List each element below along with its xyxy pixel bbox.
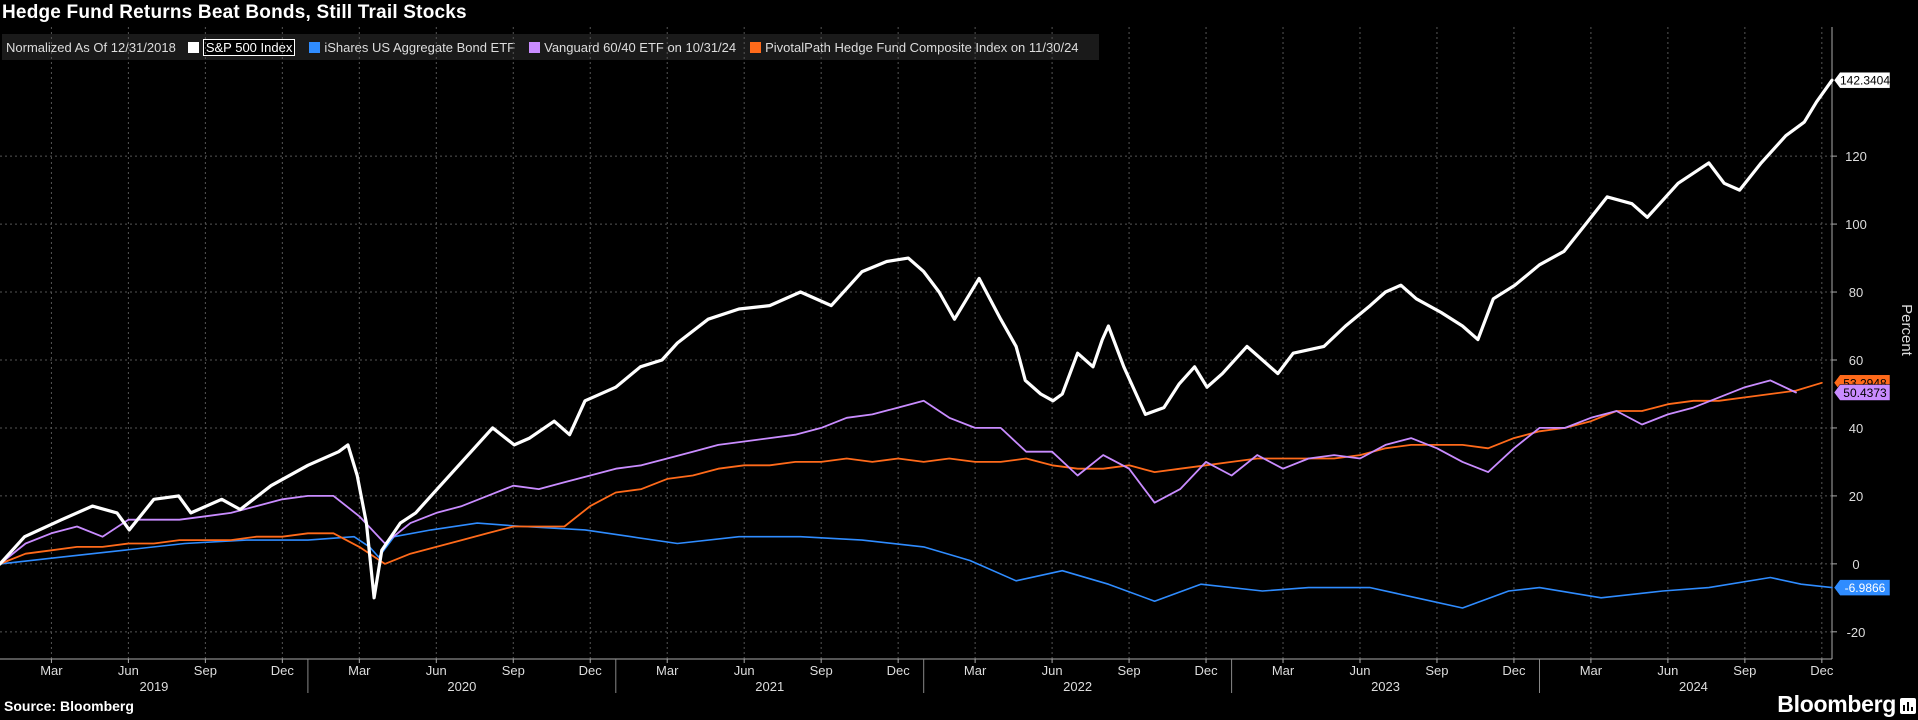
y-tick-label: 80 — [1849, 285, 1863, 300]
y-axis-label: Percent — [1898, 304, 1915, 357]
end-label: 142.3404 — [1833, 71, 1891, 89]
series-line-vanguard — [0, 379, 1797, 565]
x-tick-label: Jun — [118, 663, 139, 678]
x-tick-label: Jun — [734, 663, 755, 678]
y-tick-label: 120 — [1845, 149, 1867, 164]
legend-label-pivotalpath: PivotalPath Hedge Fund Composite Index o… — [765, 39, 1079, 55]
legend-label-sp500: S&P 500 Index — [202, 38, 296, 56]
brand-logo: Bloomberg — [1777, 691, 1896, 717]
end-label-bg — [1833, 384, 1891, 401]
legend-item-sp500[interactable]: S&P 500 Index — [187, 38, 296, 56]
x-tick-label: Dec — [1194, 663, 1218, 678]
gridlines — [0, 27, 1832, 659]
x-tick-label: Jun — [1042, 663, 1063, 678]
series-line-sp500 — [0, 78, 1834, 600]
legend-label-bond-etf: iShares US Aggregate Bond ETF — [324, 39, 516, 55]
x-tick-label: Sep — [1117, 663, 1140, 678]
y-tick-label: -20 — [1847, 625, 1866, 640]
y-tick-label: 100 — [1845, 217, 1867, 232]
legend-normalized-label: Normalized As Of 12/31/2018 — [6, 39, 176, 55]
x-tick-label: Mar — [656, 663, 679, 678]
x-tick-label: Jun — [1350, 663, 1371, 678]
series-lines — [0, 78, 1834, 609]
end-label-text: 50.4373 — [1843, 386, 1887, 400]
legend-label-vanguard: Vanguard 60/40 ETF on 10/31/24 — [544, 39, 737, 55]
x-year-label: 2019 — [139, 679, 168, 694]
legend-item-pivotalpath[interactable]: PivotalPath Hedge Fund Composite Index o… — [750, 39, 1079, 55]
x-tick-label: Sep — [810, 663, 833, 678]
y-tick-label: 60 — [1849, 353, 1863, 368]
legend-swatch-pivotalpath — [750, 41, 762, 53]
x-tick-label: Sep — [1425, 663, 1448, 678]
legend-item-vanguard[interactable]: Vanguard 60/40 ETF on 10/31/24 — [529, 40, 736, 55]
x-year-label: 2024 — [1679, 679, 1708, 694]
x-tick-label: Jun — [1657, 663, 1678, 678]
x-tick-label: Mar — [964, 663, 987, 678]
y-tick-label: 20 — [1849, 489, 1863, 504]
x-tick-label: Sep — [194, 663, 217, 678]
x-year-label: 2021 — [755, 679, 784, 694]
end-label-text: -6.9866 — [1845, 581, 1886, 595]
end-label-bg — [1833, 71, 1891, 89]
x-tick-label: Mar — [1580, 663, 1603, 678]
chart-title: Hedge Fund Returns Beat Bonds, Still Tra… — [2, 2, 467, 23]
legend-swatch-bond-etf — [309, 41, 321, 53]
legend-swatch-vanguard — [529, 41, 541, 53]
end-label-text: 142.3404 — [1840, 74, 1890, 88]
end-label-bg — [1833, 579, 1891, 596]
x-tick-label: Mar — [348, 663, 371, 678]
x-tick-label: Jun — [426, 663, 447, 678]
series-line-pivotalpath — [0, 381, 1823, 565]
series-line-bond-etf — [0, 522, 1833, 609]
x-year-label: 2020 — [447, 679, 476, 694]
x-tick-label: Dec — [1502, 663, 1526, 678]
x-year-label: 2023 — [1371, 679, 1400, 694]
end-label: -6.9866 — [1833, 579, 1891, 596]
y-axis: -20 0 20 40 60 80 100 120 — [1831, 27, 1867, 659]
end-label: 50.4373 — [1833, 384, 1891, 401]
x-tick-label: Mar — [40, 663, 63, 678]
x-axis: Mar Jun Sep Dec Mar Jun Sep Dec Mar Jun Sep Dec Mar J… — [0, 658, 1834, 694]
x-tick-label: Dec — [887, 663, 911, 678]
legend: Normalized As Of 12/31/2018 S&P 500 Inde… — [2, 34, 1099, 60]
x-tick-label: Sep — [1733, 663, 1756, 678]
legend-swatch-sp500 — [187, 41, 199, 53]
y-tick-label: 40 — [1849, 421, 1863, 436]
x-tick-label: Sep — [502, 663, 525, 678]
x-tick-label: Mar — [1272, 663, 1295, 678]
x-tick-label: Dec — [579, 663, 603, 678]
bar-chart-icon — [1900, 698, 1916, 714]
source-note: Source: Bloomberg — [4, 698, 134, 714]
y-tick-label: 0 — [1852, 557, 1859, 572]
x-year-label: 2022 — [1063, 679, 1092, 694]
legend-item-bond-etf[interactable]: iShares US Aggregate Bond ETF — [309, 40, 515, 55]
x-tick-label: Dec — [1810, 663, 1834, 678]
x-tick-label: Dec — [271, 663, 295, 678]
